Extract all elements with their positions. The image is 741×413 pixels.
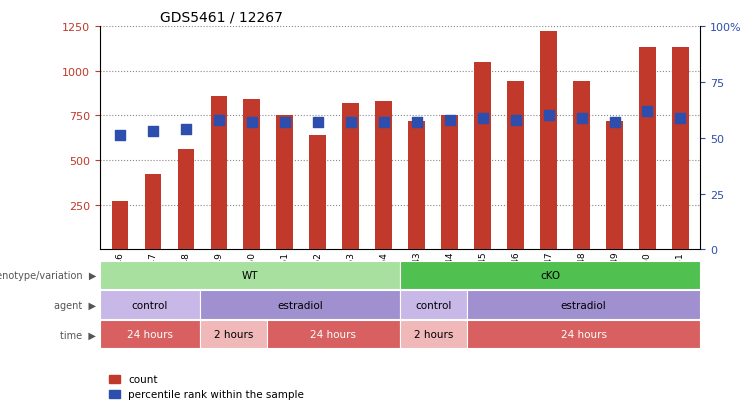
Point	[576, 115, 588, 121]
Bar	[467, 320, 700, 349]
Bar	[639, 48, 656, 250]
Bar	[606, 121, 622, 250]
Bar	[276, 116, 293, 250]
Text: time  ▶: time ▶	[61, 330, 96, 339]
Text: GDS5461 / 12267: GDS5461 / 12267	[160, 10, 283, 24]
Bar	[376, 102, 392, 250]
Bar	[508, 82, 524, 250]
Point	[476, 115, 488, 121]
Bar	[178, 150, 194, 250]
Text: estradiol: estradiol	[277, 300, 323, 310]
Text: 24 hours: 24 hours	[560, 330, 607, 339]
Point	[542, 113, 554, 119]
Text: WT: WT	[242, 270, 259, 280]
Point	[246, 119, 258, 126]
Bar	[200, 320, 267, 349]
Text: 2 hours: 2 hours	[413, 330, 453, 339]
Point	[213, 117, 225, 124]
Text: control: control	[132, 300, 168, 310]
Text: 24 hours: 24 hours	[127, 330, 173, 339]
Bar	[400, 320, 467, 349]
Point	[444, 117, 456, 124]
Text: estradiol: estradiol	[561, 300, 606, 310]
Bar	[112, 202, 128, 250]
Text: 2 hours: 2 hours	[213, 330, 253, 339]
Point	[312, 119, 324, 126]
Bar	[408, 121, 425, 250]
Point	[279, 119, 290, 126]
Point	[411, 119, 422, 126]
Point	[608, 119, 620, 126]
Bar	[467, 291, 700, 319]
Point	[674, 115, 686, 121]
Point	[147, 128, 159, 135]
Text: cKO: cKO	[540, 270, 560, 280]
Point	[180, 126, 192, 133]
Point	[345, 119, 356, 126]
Point	[642, 108, 654, 115]
Bar	[574, 82, 590, 250]
Bar	[267, 320, 400, 349]
Text: agent  ▶: agent ▶	[54, 300, 96, 310]
Text: genotype/variation  ▶: genotype/variation ▶	[0, 270, 96, 280]
Bar	[100, 291, 200, 319]
Bar	[540, 32, 556, 250]
Text: 24 hours: 24 hours	[310, 330, 356, 339]
Bar	[400, 291, 467, 319]
Bar	[310, 136, 326, 250]
Legend: count, percentile rank within the sample: count, percentile rank within the sample	[105, 370, 308, 404]
Bar	[474, 62, 491, 250]
Point	[510, 117, 522, 124]
Bar	[144, 175, 161, 250]
Bar	[442, 116, 458, 250]
Point	[114, 133, 126, 140]
Bar	[244, 100, 260, 250]
Bar	[672, 48, 688, 250]
Bar	[200, 291, 400, 319]
Bar	[100, 261, 400, 289]
Text: control: control	[415, 300, 452, 310]
Bar	[100, 320, 200, 349]
Bar	[210, 96, 227, 250]
Bar	[400, 261, 700, 289]
Bar	[342, 104, 359, 250]
Point	[378, 119, 390, 126]
